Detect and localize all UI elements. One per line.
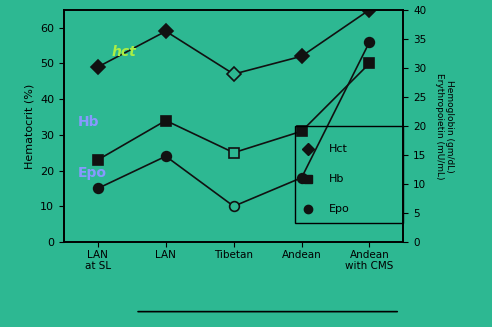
Text: Hb: Hb [329, 174, 344, 184]
Y-axis label: Hematocrit (%): Hematocrit (%) [25, 83, 34, 168]
Text: hct: hct [112, 45, 136, 59]
Text: Epo: Epo [78, 166, 107, 180]
Text: Hb: Hb [78, 115, 99, 129]
Y-axis label: Hemoglobin (gm/dL)
Erythropoietin (mU/mL): Hemoglobin (gm/dL) Erythropoietin (mU/mL… [435, 73, 454, 179]
Text: Hct: Hct [329, 144, 348, 154]
Text: Epo: Epo [329, 204, 349, 215]
